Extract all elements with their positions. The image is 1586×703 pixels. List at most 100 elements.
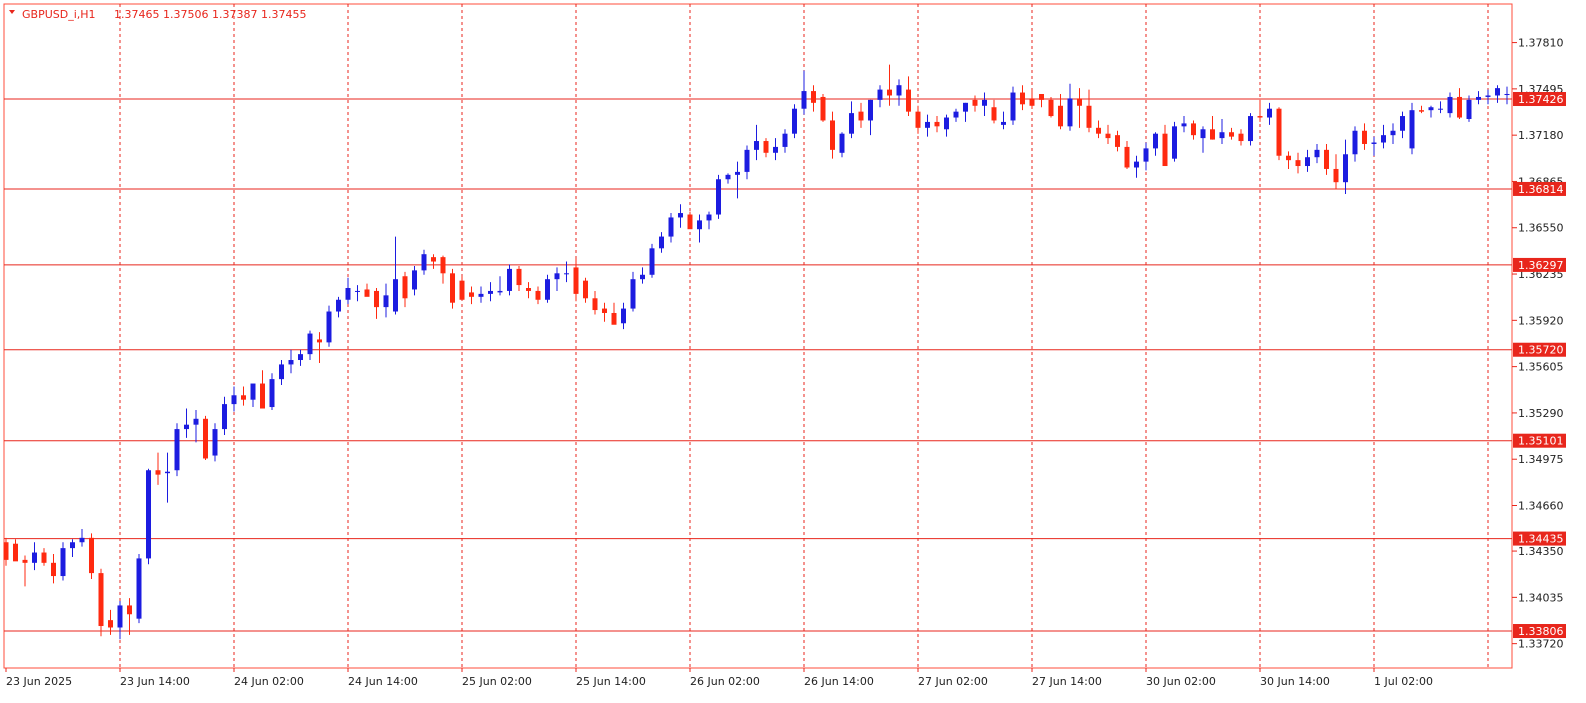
bear-candle: [1162, 133, 1168, 167]
price-level-tags: 1.37426 1.36814 1.36297 1.35720 1.35101 1.344…: [1513, 92, 1566, 639]
price-tick-label: 1.37180: [1518, 129, 1564, 142]
bear-candle: [1058, 105, 1063, 127]
bull-candle: [117, 605, 123, 628]
bear-candle: [763, 141, 769, 153]
bear-candle: [155, 470, 161, 475]
bull-candle: [668, 217, 674, 237]
bull-candle: [896, 85, 902, 96]
bear-candle: [317, 339, 322, 343]
bull-candle: [1438, 108, 1443, 110]
bear-candle: [13, 543, 18, 562]
dropdown-arrow-icon[interactable]: [9, 10, 15, 14]
bull-candle: [1352, 130, 1358, 155]
bear-candle: [51, 562, 56, 577]
bear-candle: [972, 99, 978, 106]
level-tag: [1513, 624, 1566, 639]
bear-candle: [1324, 149, 1329, 169]
bull-candle: [1181, 123, 1187, 127]
bull-candle: [165, 471, 170, 474]
bull-candle: [1134, 161, 1139, 168]
bull-candle: [744, 149, 750, 172]
bear-candle: [440, 257, 446, 274]
bear-candle: [516, 268, 522, 286]
bull-candle: [1447, 96, 1453, 114]
bull-candle: [868, 99, 873, 121]
ohlc-values: 1.37465 1.37506 1.37387 1.37455: [114, 8, 306, 21]
bull-candle: [507, 268, 512, 291]
bull-candle: [136, 558, 142, 619]
bull-candle: [1067, 98, 1073, 127]
level-tag-label: 1.36297: [1518, 259, 1564, 272]
level-tag: [1513, 531, 1566, 546]
bull-candle: [70, 542, 75, 549]
bull-candle: [1010, 92, 1016, 121]
bear-candle: [1333, 168, 1339, 183]
bear-candle: [1276, 108, 1282, 156]
bull-candle: [982, 99, 987, 106]
bull-candle: [963, 102, 968, 112]
bull-candle: [212, 429, 218, 456]
bear-candle: [906, 89, 911, 112]
bull-candle: [640, 274, 645, 280]
bear-candle: [431, 257, 436, 262]
candles: [3, 64, 1510, 640]
level-tag: [1513, 181, 1566, 196]
bear-candle: [1257, 116, 1263, 118]
bear-candle: [602, 308, 607, 313]
bull-candle: [1219, 132, 1225, 139]
level-tag-label: 1.34435: [1518, 533, 1564, 546]
bull-candle: [735, 171, 740, 175]
price-tick-label: 1.37810: [1518, 37, 1564, 50]
chart-area[interactable]: [3, 3, 1513, 669]
bull-candle: [222, 404, 227, 430]
bull-candle: [630, 279, 636, 309]
level-tag-label: 1.33806: [1518, 625, 1564, 638]
time-tick-label: 25 Jun 02:00: [462, 675, 532, 688]
level-tag: [1513, 342, 1566, 357]
time-tick-label: 24 Jun 02:00: [234, 675, 304, 688]
bear-candle: [583, 280, 588, 299]
bear-candle: [98, 573, 104, 627]
time-axis: 23 Jun 2025 23 Jun 14:00 24 Jun 02:00 24 Ju…: [5, 668, 1433, 688]
bear-candle: [1124, 146, 1130, 168]
bull-candle: [336, 299, 341, 312]
bull-candle: [649, 248, 655, 275]
price-tick-label: 1.34350: [1518, 545, 1564, 558]
bull-candle: [1476, 96, 1481, 100]
time-tick-label: 27 Jun 14:00: [1032, 675, 1102, 688]
bear-candle: [858, 111, 864, 121]
bear-candle: [364, 289, 370, 297]
time-tick-label: 30 Jun 02:00: [1146, 675, 1216, 688]
bull-candle: [621, 308, 626, 324]
bear-candle: [1077, 98, 1082, 106]
bear-candle: [469, 292, 474, 297]
bear-candle: [1096, 127, 1101, 134]
bull-candle: [1390, 130, 1396, 136]
bull-candle: [1001, 121, 1006, 125]
bull-candle: [944, 117, 949, 130]
time-tick-label: 30 Jun 14:00: [1260, 675, 1330, 688]
bull-candle: [1314, 149, 1320, 158]
bull-candle: [1305, 157, 1310, 167]
bear-candle: [535, 290, 541, 300]
price-levels: [4, 98, 1512, 632]
bear-candle: [592, 298, 598, 311]
bull-candle: [1381, 135, 1386, 143]
bull-candle: [421, 254, 427, 271]
bear-candle: [22, 559, 28, 563]
bear-candle: [1457, 96, 1462, 118]
level-tag: [1513, 433, 1566, 448]
bull-candle: [231, 395, 237, 405]
bull-candle: [478, 293, 484, 297]
bull-candle: [716, 179, 721, 215]
bull-candle: [706, 214, 712, 221]
bull-candle: [326, 311, 332, 343]
bull-candle: [564, 273, 569, 275]
time-tick-label: 25 Jun 14:00: [576, 675, 646, 688]
bear-candle: [450, 273, 455, 303]
level-tag-label: 1.35101: [1518, 435, 1564, 448]
bull-candle: [1409, 110, 1415, 149]
bull-candle: [1172, 126, 1177, 159]
bull-candle: [1267, 108, 1272, 118]
